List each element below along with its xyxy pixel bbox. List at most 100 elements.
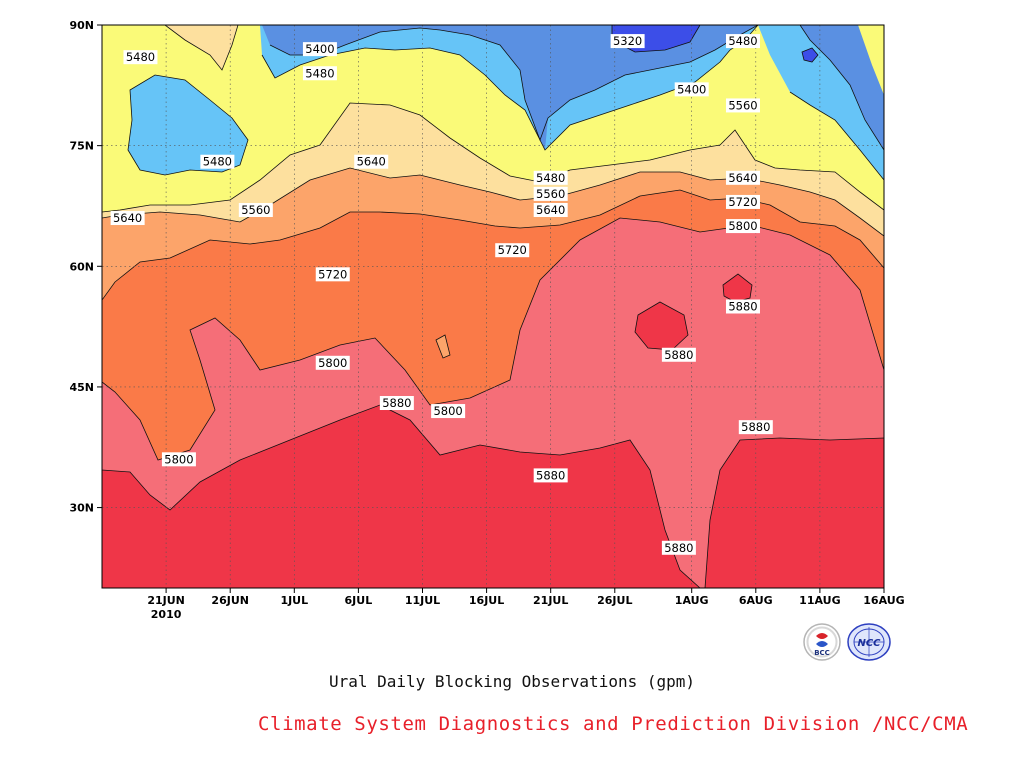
contour-label-text: 5880 [664,541,693,555]
contour-label-bg [610,34,645,49]
contour-label: 5560 [533,186,568,201]
contour-label: 5880 [533,468,568,483]
contour-label: 5880 [725,299,760,314]
contour-label-bg [302,42,337,57]
contour-line-5880-cell [634,301,689,351]
contour-label-text: 5400 [677,82,706,96]
contour-label-text: 5640 [536,203,565,217]
contour-label-text: 5480 [536,171,565,185]
contour-label-bg [533,170,568,185]
x-tick-label: 11JUL [405,594,440,607]
fill-above-5880 [102,405,700,588]
contour-label: 5560 [725,98,760,113]
contour-label-text: 5720 [318,267,347,281]
contour-label: 5640 [725,170,760,185]
contour-label: 5480 [533,170,568,185]
bcc-logo-text: BCC [814,649,830,657]
contour-label-bg [495,243,530,258]
contour-line-5560-top [164,25,239,71]
y-tick-label: 90N [69,19,94,32]
contour-label-text: 5640 [113,211,142,225]
contour-line-5480 [261,25,884,181]
contour-label-bg [110,211,145,226]
contour-label-text: 5720 [498,243,527,257]
contour-label: 5480 [200,154,235,169]
y-tick-label: 75N [69,140,94,153]
contour-line-5640-patch [435,334,451,359]
contour-label: 5880 [738,420,773,435]
contour-label-bg [661,347,696,362]
contour-label: 5800 [431,404,466,419]
contour-label-bg [123,50,158,65]
fill-5320-5400 [262,25,884,150]
contour-label-bg [725,299,760,314]
contour-label-bg [725,170,760,185]
credit-line: Climate System Diagnostics and Predictio… [258,713,969,735]
plot-frame [101,24,885,589]
contour-label-bg [533,202,568,217]
contour-label-text: 5720 [728,195,757,209]
contour-label-text: 5880 [664,348,693,362]
contour-label-text: 5880 [728,300,757,314]
contour-label: 5640 [354,154,389,169]
contour-label-bg [161,452,196,467]
contour-label: 5880 [661,540,696,555]
contour-label: 5880 [379,396,414,411]
contour-label: 5800 [725,219,760,234]
contour-label: 5640 [533,202,568,217]
contour-line-5720 [102,189,884,301]
contour-label-bg [200,154,235,169]
fill-above-5880-cell [635,302,688,350]
contour-label-bg [533,468,568,483]
y-tick-label: 30N [69,502,94,515]
contour-label-bg [725,98,760,113]
contour-line-5400 [269,25,884,151]
contour-label: 5560 [238,202,273,217]
contour-label-text: 5800 [318,356,347,370]
contour-label: 5480 [725,34,760,49]
contour-label-bg [725,34,760,49]
y-tick-label: 45N [69,381,94,394]
x-tick-label: 6AUG [739,594,773,607]
contour-label-bg [315,355,350,370]
x-tick-label: 16JUL [469,594,504,607]
fill-below-5320-small [802,48,818,62]
contour-lines [102,25,884,588]
contour-label-bg [674,82,709,97]
ncc-logo-text: NCC [857,638,881,649]
x-tick-sublabel: 2010 [151,608,182,621]
grid-lines [102,25,884,588]
y-tick-label: 60N [69,260,94,273]
contour-label-bg [533,186,568,201]
contour-label-text: 5480 [305,66,334,80]
contour-label-text: 5480 [126,50,155,64]
contour-label-text: 5640 [357,155,386,169]
contour-label: 5320 [610,34,645,49]
x-tick-label: 16AUG [863,594,904,607]
contour-label-text: 5880 [382,396,411,410]
contour-label-text: 5800 [433,404,462,418]
fill-5400-5480-island [128,75,248,175]
contour-label-bg [354,154,389,169]
contour-label-text: 5480 [728,34,757,48]
contour-label: 5800 [161,452,196,467]
contour-line-5640 [102,167,884,237]
x-tick-label: 1JUL [280,594,308,607]
contour-label-bg [238,202,273,217]
contour-label-text: 5480 [203,155,232,169]
contour-label: 5480 [302,66,337,81]
x-tick-label: 11AUG [799,594,840,607]
x-tick-label: 6JUL [345,594,373,607]
fill-5480-patch-top [165,25,238,70]
contour-label: 5880 [661,347,696,362]
chart-title: Ural Daily Blocking Observations (gpm) [328,672,696,691]
x-tick-label: 26JUN [211,594,249,607]
contour-label-text: 5880 [536,468,565,482]
contour-label-text: 5560 [536,187,565,201]
contour-line-5880 [102,404,884,588]
contour-label-bg [315,267,350,282]
x-tick-label: 26JUL [597,594,632,607]
contour-label-text: 5400 [305,42,334,56]
contour-label-text: 5640 [728,171,757,185]
